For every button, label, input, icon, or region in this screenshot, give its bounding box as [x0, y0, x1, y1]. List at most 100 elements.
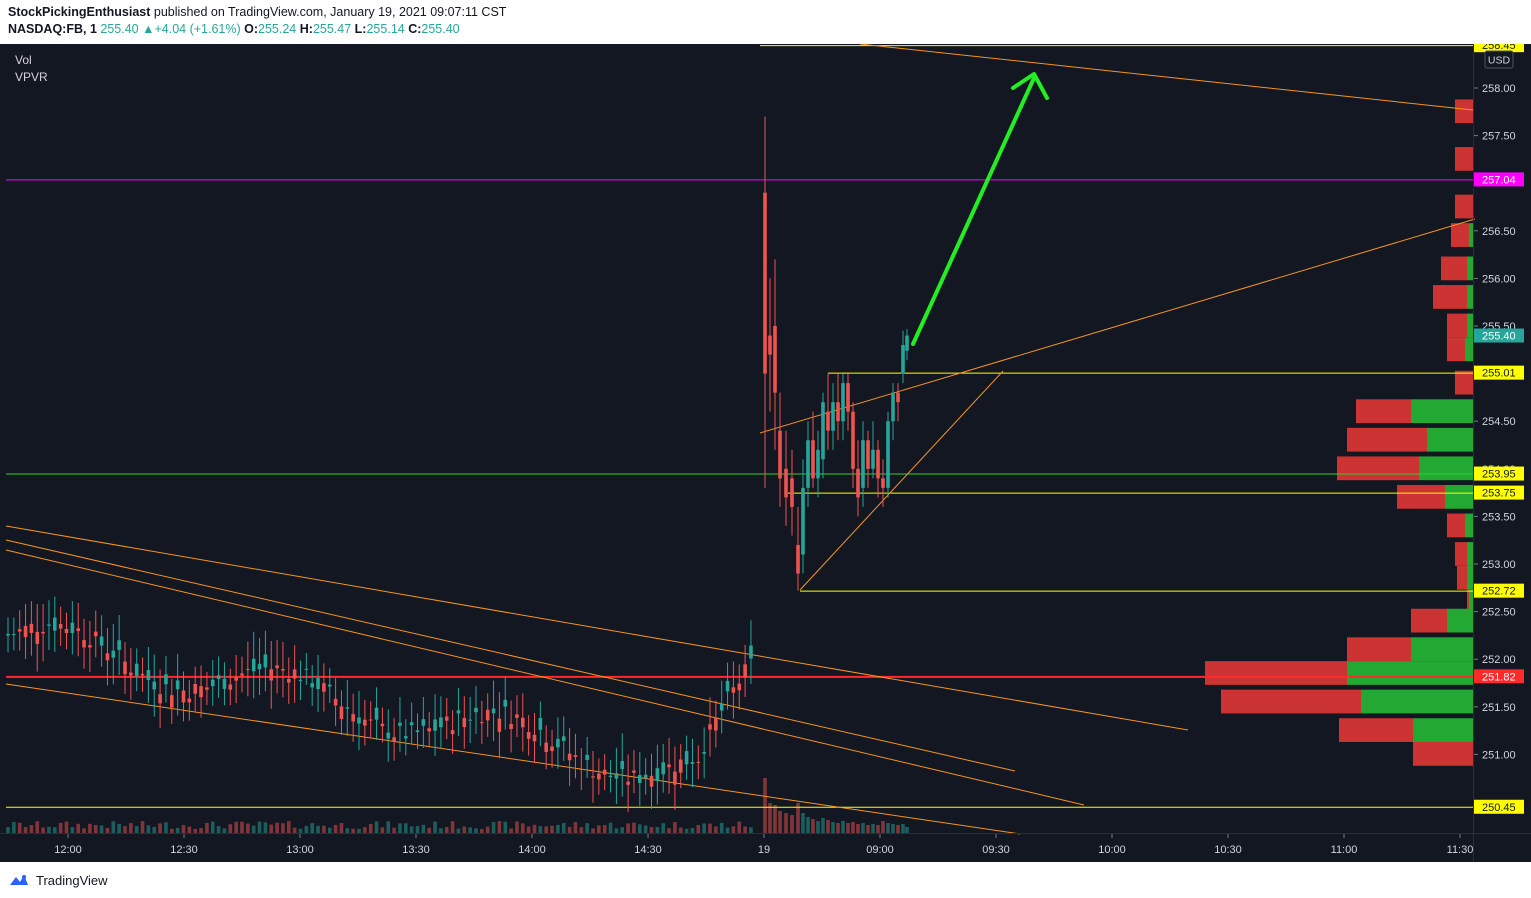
candle-body-120 — [708, 724, 712, 730]
candle-body-67 — [398, 722, 402, 726]
candle-body-103 — [608, 775, 613, 777]
volume-bar-13 — [82, 828, 86, 833]
volume-bar-83 — [491, 822, 496, 833]
vp-up-bar-12 — [1445, 484, 1473, 509]
candle-body-59 — [351, 714, 355, 722]
vp-up-bar-11 — [1419, 456, 1473, 481]
legend-vpvr[interactable]: VPVR — [15, 70, 48, 84]
channel-mid-line-b[interactable] — [5, 549, 1085, 806]
volume-bar-120 — [708, 823, 712, 833]
wedge-upper-line[interactable] — [759, 218, 1476, 434]
price-tick-3: 256.00 — [1482, 273, 1516, 285]
price-tick-0: 258.00 — [1482, 83, 1516, 95]
volume-bar-14 — [88, 823, 92, 833]
volume-bar-66 — [392, 827, 396, 833]
vp-up-bar-7 — [1465, 337, 1473, 362]
candle-body-10 — [64, 628, 69, 633]
volume-bar-99 — [585, 823, 589, 833]
candle-body-44 — [263, 654, 268, 668]
volume-bar-2 — [17, 822, 22, 833]
candle-body-14 — [88, 645, 92, 648]
volume-bar-135 — [801, 813, 805, 833]
volume-bar-53 — [316, 825, 320, 833]
candle-body-43 — [257, 663, 262, 670]
volume-bar-142 — [836, 823, 840, 833]
candle-body-11 — [70, 622, 75, 633]
published-text: published on TradingView.com, January 19… — [153, 5, 507, 19]
vp-down-bar-21 — [1339, 718, 1413, 742]
candle-body-74 — [439, 717, 443, 728]
candle-body-107 — [632, 770, 636, 773]
channel-mid-line-a[interactable] — [5, 539, 1016, 772]
candle-body-39 — [234, 677, 238, 681]
vp-down-bar-18 — [1347, 637, 1411, 662]
vp-down-bar-20 — [1221, 689, 1361, 714]
channel-lower-line[interactable] — [5, 683, 1021, 835]
candle-body-79 — [468, 719, 472, 721]
price-tick-9: 252.50 — [1482, 607, 1516, 619]
volume-bars — [6, 778, 909, 833]
candle-body-97 — [573, 755, 578, 758]
volume-bar-153 — [891, 824, 895, 833]
currency-badge[interactable]: USD — [1484, 50, 1514, 69]
volume-bar-34 — [205, 822, 209, 833]
wedge-lower-line[interactable] — [799, 370, 1004, 591]
volume-bar-136 — [806, 817, 810, 833]
candle-body-154 — [896, 392, 900, 403]
candle-body-60 — [357, 717, 361, 724]
candle-body-73 — [433, 719, 437, 731]
legend: Vol VPVR — [15, 53, 48, 84]
time-axis[interactable]: 12:00 12:30 13:00 13:30 14:00 14:30 19 09:00 09:… — [54, 834, 1473, 856]
candle-body-137 — [811, 440, 815, 479]
vp-up-bar-17 — [1447, 608, 1473, 633]
candle-body-25 — [152, 681, 157, 690]
volume-bar-80 — [474, 828, 478, 833]
vp-down-bar-5 — [1433, 285, 1467, 309]
candle-body-105 — [620, 760, 625, 769]
candle-body-15 — [93, 631, 98, 637]
candle-body-123 — [725, 680, 730, 692]
volume-bar-84 — [497, 821, 502, 833]
volume-bar-71 — [421, 824, 426, 833]
author-name[interactable]: StockPickingEnthusiast — [8, 5, 151, 19]
candle-body-139 — [821, 402, 825, 460]
symbol-label[interactable]: NASDAQ:FB, 1 — [8, 22, 97, 36]
candle-body-56 — [333, 698, 338, 706]
price-label-box-0 — [1474, 44, 1524, 53]
volume-bar-86 — [509, 828, 513, 833]
volume-bar-146 — [856, 824, 860, 833]
channel-upper-line[interactable] — [5, 525, 1189, 731]
candle-body-28 — [170, 695, 174, 708]
candle-body-132 — [784, 468, 788, 498]
tradingview-logo[interactable]: TradingView — [8, 871, 108, 889]
price-chart[interactable]: Vol VPVR 258.00257.50256.50256.00255.502… — [0, 44, 1531, 862]
candle-body-27 — [164, 674, 168, 685]
trend-line-top-descending[interactable] — [859, 44, 1474, 111]
candle-body-115 — [678, 759, 683, 773]
volume-bar-0 — [6, 827, 10, 833]
volume-bar-30 — [181, 825, 186, 833]
volume-bar-100 — [591, 828, 595, 833]
volume-bar-25 — [152, 826, 157, 833]
candle-body-84 — [497, 718, 502, 732]
volume-bar-75 — [444, 827, 449, 833]
candle-body-129 — [768, 335, 772, 355]
candle-body-112 — [661, 762, 665, 775]
candle-body-102 — [602, 769, 607, 775]
volume-bar-92 — [544, 826, 548, 833]
vp-up-bar-3 — [1469, 223, 1473, 247]
candle-body-33 — [199, 686, 203, 698]
volume-bar-52 — [310, 823, 314, 833]
volume-bar-140 — [826, 820, 830, 833]
vp-down-bar-22 — [1413, 742, 1473, 766]
volume-bar-38 — [228, 824, 233, 833]
candle-body-53 — [316, 678, 320, 690]
legend-vol[interactable]: Vol — [15, 53, 32, 67]
candle-body-144 — [846, 383, 850, 412]
volume-bar-11 — [70, 827, 75, 833]
price-tick-5: 254.50 — [1482, 416, 1516, 428]
candle-body-32 — [193, 684, 197, 694]
candlesticks — [6, 116, 909, 813]
price-axis[interactable]: 258.00257.50256.50256.00255.50254.50254.… — [1474, 83, 1516, 761]
